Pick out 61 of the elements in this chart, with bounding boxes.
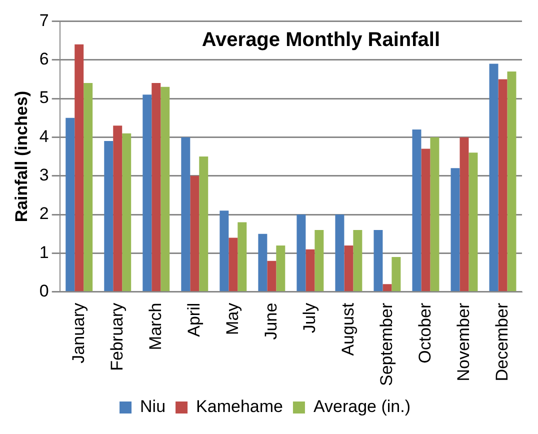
x-tick-label: September: [376, 302, 396, 386]
x-tick-label: June: [261, 302, 280, 340]
bar: [412, 129, 422, 292]
x-tick-label: May: [222, 302, 242, 335]
bar: [498, 79, 508, 292]
bar: [104, 141, 114, 292]
bar: [353, 230, 362, 292]
bar: [84, 83, 93, 292]
bar: [258, 234, 268, 292]
bar: [66, 118, 75, 292]
y-axis-title: Rainfall (inches): [12, 90, 31, 222]
legend-label: Average (in.): [313, 397, 410, 416]
bar: [382, 284, 392, 292]
bar: [152, 83, 161, 292]
bar: [450, 168, 460, 292]
x-tick-label: February: [107, 302, 126, 371]
bar: [374, 230, 383, 292]
x-tick-label: August: [338, 302, 358, 356]
chart-title: Average Monthly Rainfall: [202, 29, 440, 52]
y-tick-label: 4: [39, 126, 49, 146]
bar: [122, 133, 132, 292]
bar: [238, 222, 247, 292]
bar: [468, 152, 478, 292]
bar: [314, 230, 324, 292]
y-tick-label: 0: [39, 282, 49, 301]
x-tick-label: October: [415, 302, 434, 364]
y-tick-label: 1: [39, 242, 49, 262]
bar: [199, 156, 208, 292]
bar: [392, 257, 401, 292]
x-tick-label: July: [300, 302, 319, 334]
bar: [460, 137, 469, 292]
bar: [220, 210, 229, 292]
x-tick-label: April: [184, 302, 204, 337]
bar: [142, 94, 152, 292]
bar: [430, 137, 440, 292]
y-tick-label: 3: [39, 166, 49, 185]
bar: [160, 86, 170, 292]
bar: [181, 137, 190, 292]
y-tick-label: 7: [39, 10, 49, 30]
bar: [276, 245, 286, 292]
x-tick-label: December: [492, 302, 512, 382]
x-tick-label: March: [146, 302, 165, 350]
bar: [267, 260, 276, 292]
bar: [228, 238, 238, 292]
bar: [74, 44, 84, 292]
legend-label: Kamehame: [196, 397, 283, 416]
x-tick-label: November: [454, 302, 473, 382]
y-tick-label: 6: [39, 50, 49, 69]
legend-label: Niu: [140, 397, 166, 416]
bar: [306, 249, 315, 292]
y-tick-label: 5: [39, 88, 49, 108]
bar: [344, 245, 354, 292]
bar: [507, 71, 516, 292]
bar: [190, 176, 200, 292]
bar: [489, 64, 498, 292]
y-tick-label: 2: [39, 204, 49, 224]
bar: [113, 126, 122, 292]
x-tick-label: January: [68, 302, 88, 364]
bar: [421, 148, 430, 292]
bar: [335, 214, 344, 292]
bar: [296, 214, 306, 292]
